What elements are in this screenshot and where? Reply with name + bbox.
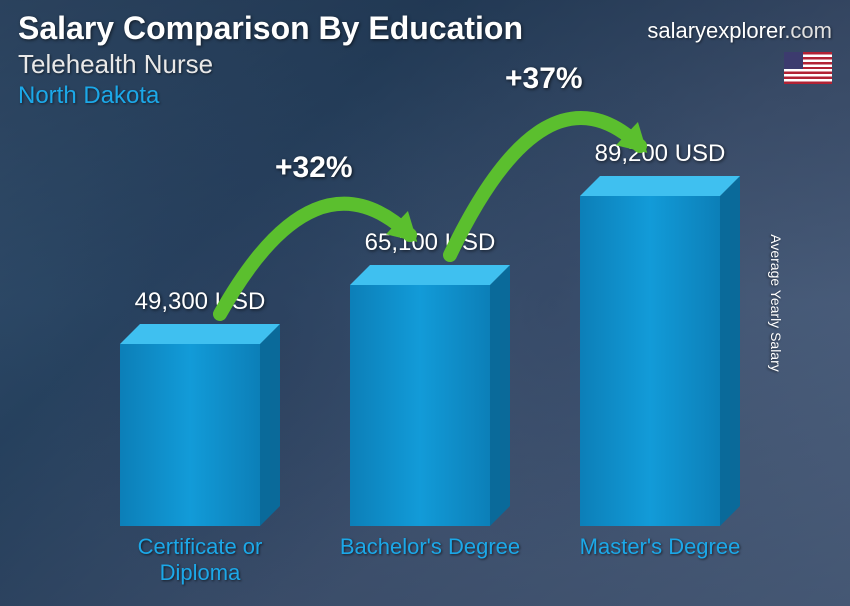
bar-front — [120, 344, 260, 526]
increase-label: +37% — [505, 62, 583, 96]
bar-chart: 49,300 USDCertificate or Diploma65,100 U… — [60, 140, 770, 586]
increase-label: +32% — [275, 151, 353, 185]
bar-side — [260, 324, 280, 526]
brand-suffix: .com — [784, 18, 832, 43]
country-flag-icon — [784, 52, 832, 84]
bar-side — [720, 176, 740, 526]
increase-arc: +37% — [410, 36, 680, 295]
bar-side — [490, 265, 510, 526]
bar-label: Master's Degree — [560, 534, 760, 560]
bar-label: Bachelor's Degree — [330, 534, 530, 560]
bar-label: Certificate or Diploma — [100, 534, 300, 587]
